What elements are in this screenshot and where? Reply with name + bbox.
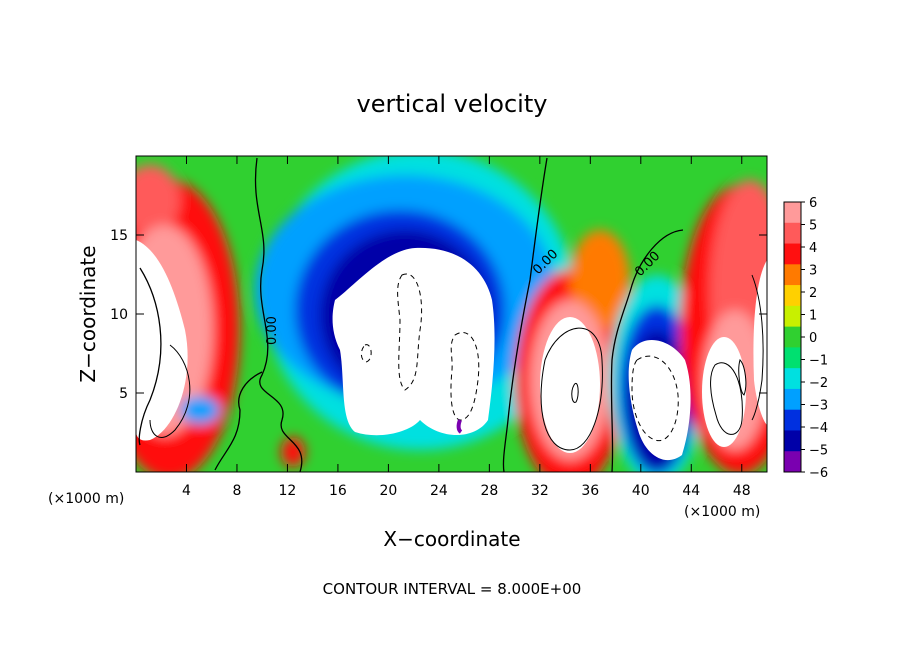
contour-lines [138,157,764,472]
y-tick-label: 10 [110,307,128,323]
x-tick-label: 28 [480,483,498,499]
x-tick-label: 36 [581,483,599,499]
x-axis-label: X−coordinate [383,527,520,551]
colorbar-swatch [784,347,801,369]
x-unit-left: (×1000 m) [48,491,124,507]
colorbar-tick-label: −6 [809,466,828,481]
y-tick-label: 5 [119,386,128,402]
colorbar-swatch [784,451,801,473]
x-tick-label: 32 [531,483,549,499]
x-tick-label: 4 [182,483,191,499]
colorbar-tick-label: −1 [809,354,828,369]
x-tick-label: 44 [682,483,700,499]
x-tick-label: 16 [329,483,347,499]
y-axis-label: Z−coordinate [76,245,100,382]
colorbar-tick-label: −2 [809,376,828,391]
colorbar-tick-label: −4 [809,421,828,436]
colorbar-tick-label: 6 [809,196,817,211]
x-tick-label: 48 [733,483,751,499]
x-tick-label: 8 [232,483,241,499]
contour-label-left: 0.00 [265,316,280,345]
colorbar-swatch [784,305,801,328]
y-tick-label: 15 [110,228,128,244]
colorbar-tick-label: 4 [809,241,817,256]
colorbar-swatch [784,430,801,452]
colorbar-swatch [784,368,801,390]
colorbar-swatch [784,326,801,348]
colorbar-swatch [784,285,801,307]
colorbar: 6 5 4 3 2 1 0 −1 −2 −3 −4 −5 −6 [783,196,828,481]
colorbar-tick-label: −3 [809,399,828,414]
colorbar-tick-label: 3 [809,264,817,279]
x-tick-label: 24 [430,483,448,499]
colorbar-swatch [784,243,801,265]
chart-title: vertical velocity [357,90,548,118]
colorbar-tick-label: 5 [809,219,817,234]
x-tick-label: 40 [632,483,650,499]
y-axis: 5 10 15 [110,228,767,402]
x-tick-label: 12 [279,483,297,499]
x-axis: 4 8 12 16 20 24 28 32 36 40 44 48 [182,156,751,499]
contour-interval-note: CONTOUR INTERVAL = 8.000E+00 [323,580,582,598]
colorbar-swatch [784,202,801,224]
x-unit-right: (×1000 m) [684,504,760,520]
colorbar-swatch [784,409,801,431]
colorbar-swatch [784,264,801,286]
colorbar-tick-label: 1 [809,309,817,324]
colorbar-swatch [784,222,801,245]
colorbar-tick-label: 2 [809,286,817,301]
colorbar-tick-label: −5 [809,444,828,459]
x-tick-label: 20 [379,483,397,499]
velocity-field: 0.00 0.00 0.00 [136,156,767,472]
colorbar-swatch [784,388,801,411]
colorbar-tick-label: 0 [809,331,817,346]
